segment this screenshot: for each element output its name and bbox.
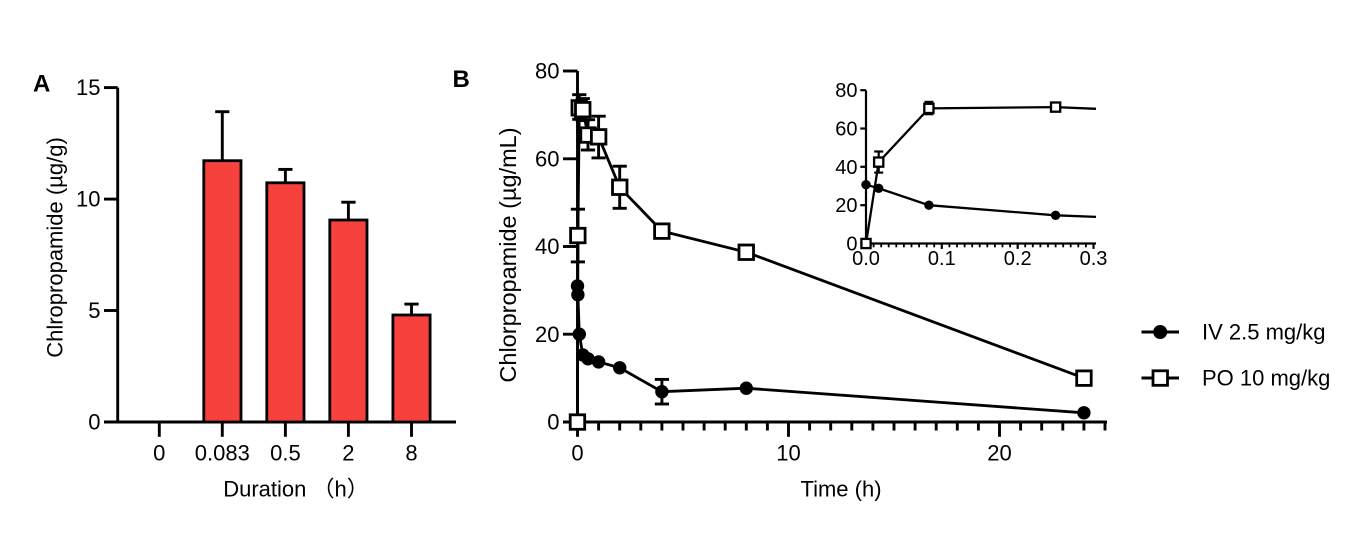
svg-text:0.083: 0.083 [195,441,250,466]
svg-text:0.0: 0.0 [852,248,880,270]
svg-text:10: 10 [76,187,100,212]
svg-text:0: 0 [88,410,100,435]
svg-text:0: 0 [846,233,857,255]
svg-text:40: 40 [535,234,559,259]
svg-text:0.5: 0.5 [270,441,301,466]
svg-text:B: B [453,66,470,93]
svg-text:IV 2.5 mg/kg: IV 2.5 mg/kg [1202,320,1326,345]
svg-text:60: 60 [535,146,559,171]
svg-text:8: 8 [405,441,417,466]
svg-text:2: 2 [342,441,354,466]
svg-text:20: 20 [835,195,857,217]
svg-text:Chlorpropamide (µg/mL): Chlorpropamide (µg/mL) [495,127,521,382]
svg-text:40: 40 [835,157,857,179]
svg-text:Chlropropamide (µg/g): Chlropropamide (µg/g) [42,137,67,358]
svg-text:80: 80 [535,59,559,84]
svg-text:0.2: 0.2 [1004,248,1032,270]
svg-text:0: 0 [153,441,165,466]
svg-text:0.3: 0.3 [1080,248,1108,270]
svg-text:60: 60 [835,118,857,140]
svg-text:0.1: 0.1 [928,248,956,270]
svg-text:Duration （h）: Duration （h） [223,477,369,502]
svg-text:15: 15 [76,75,100,100]
svg-text:PO 10 mg/kg: PO 10 mg/kg [1202,366,1330,391]
svg-text:0: 0 [571,441,583,466]
svg-text:20: 20 [987,441,1011,466]
svg-text:Time (h): Time (h) [800,477,881,502]
svg-text:80: 80 [835,80,857,102]
svg-text:0: 0 [547,410,559,435]
svg-text:10: 10 [776,441,800,466]
svg-text:A: A [33,71,50,98]
svg-text:5: 5 [88,298,100,323]
svg-text:20: 20 [535,322,559,347]
